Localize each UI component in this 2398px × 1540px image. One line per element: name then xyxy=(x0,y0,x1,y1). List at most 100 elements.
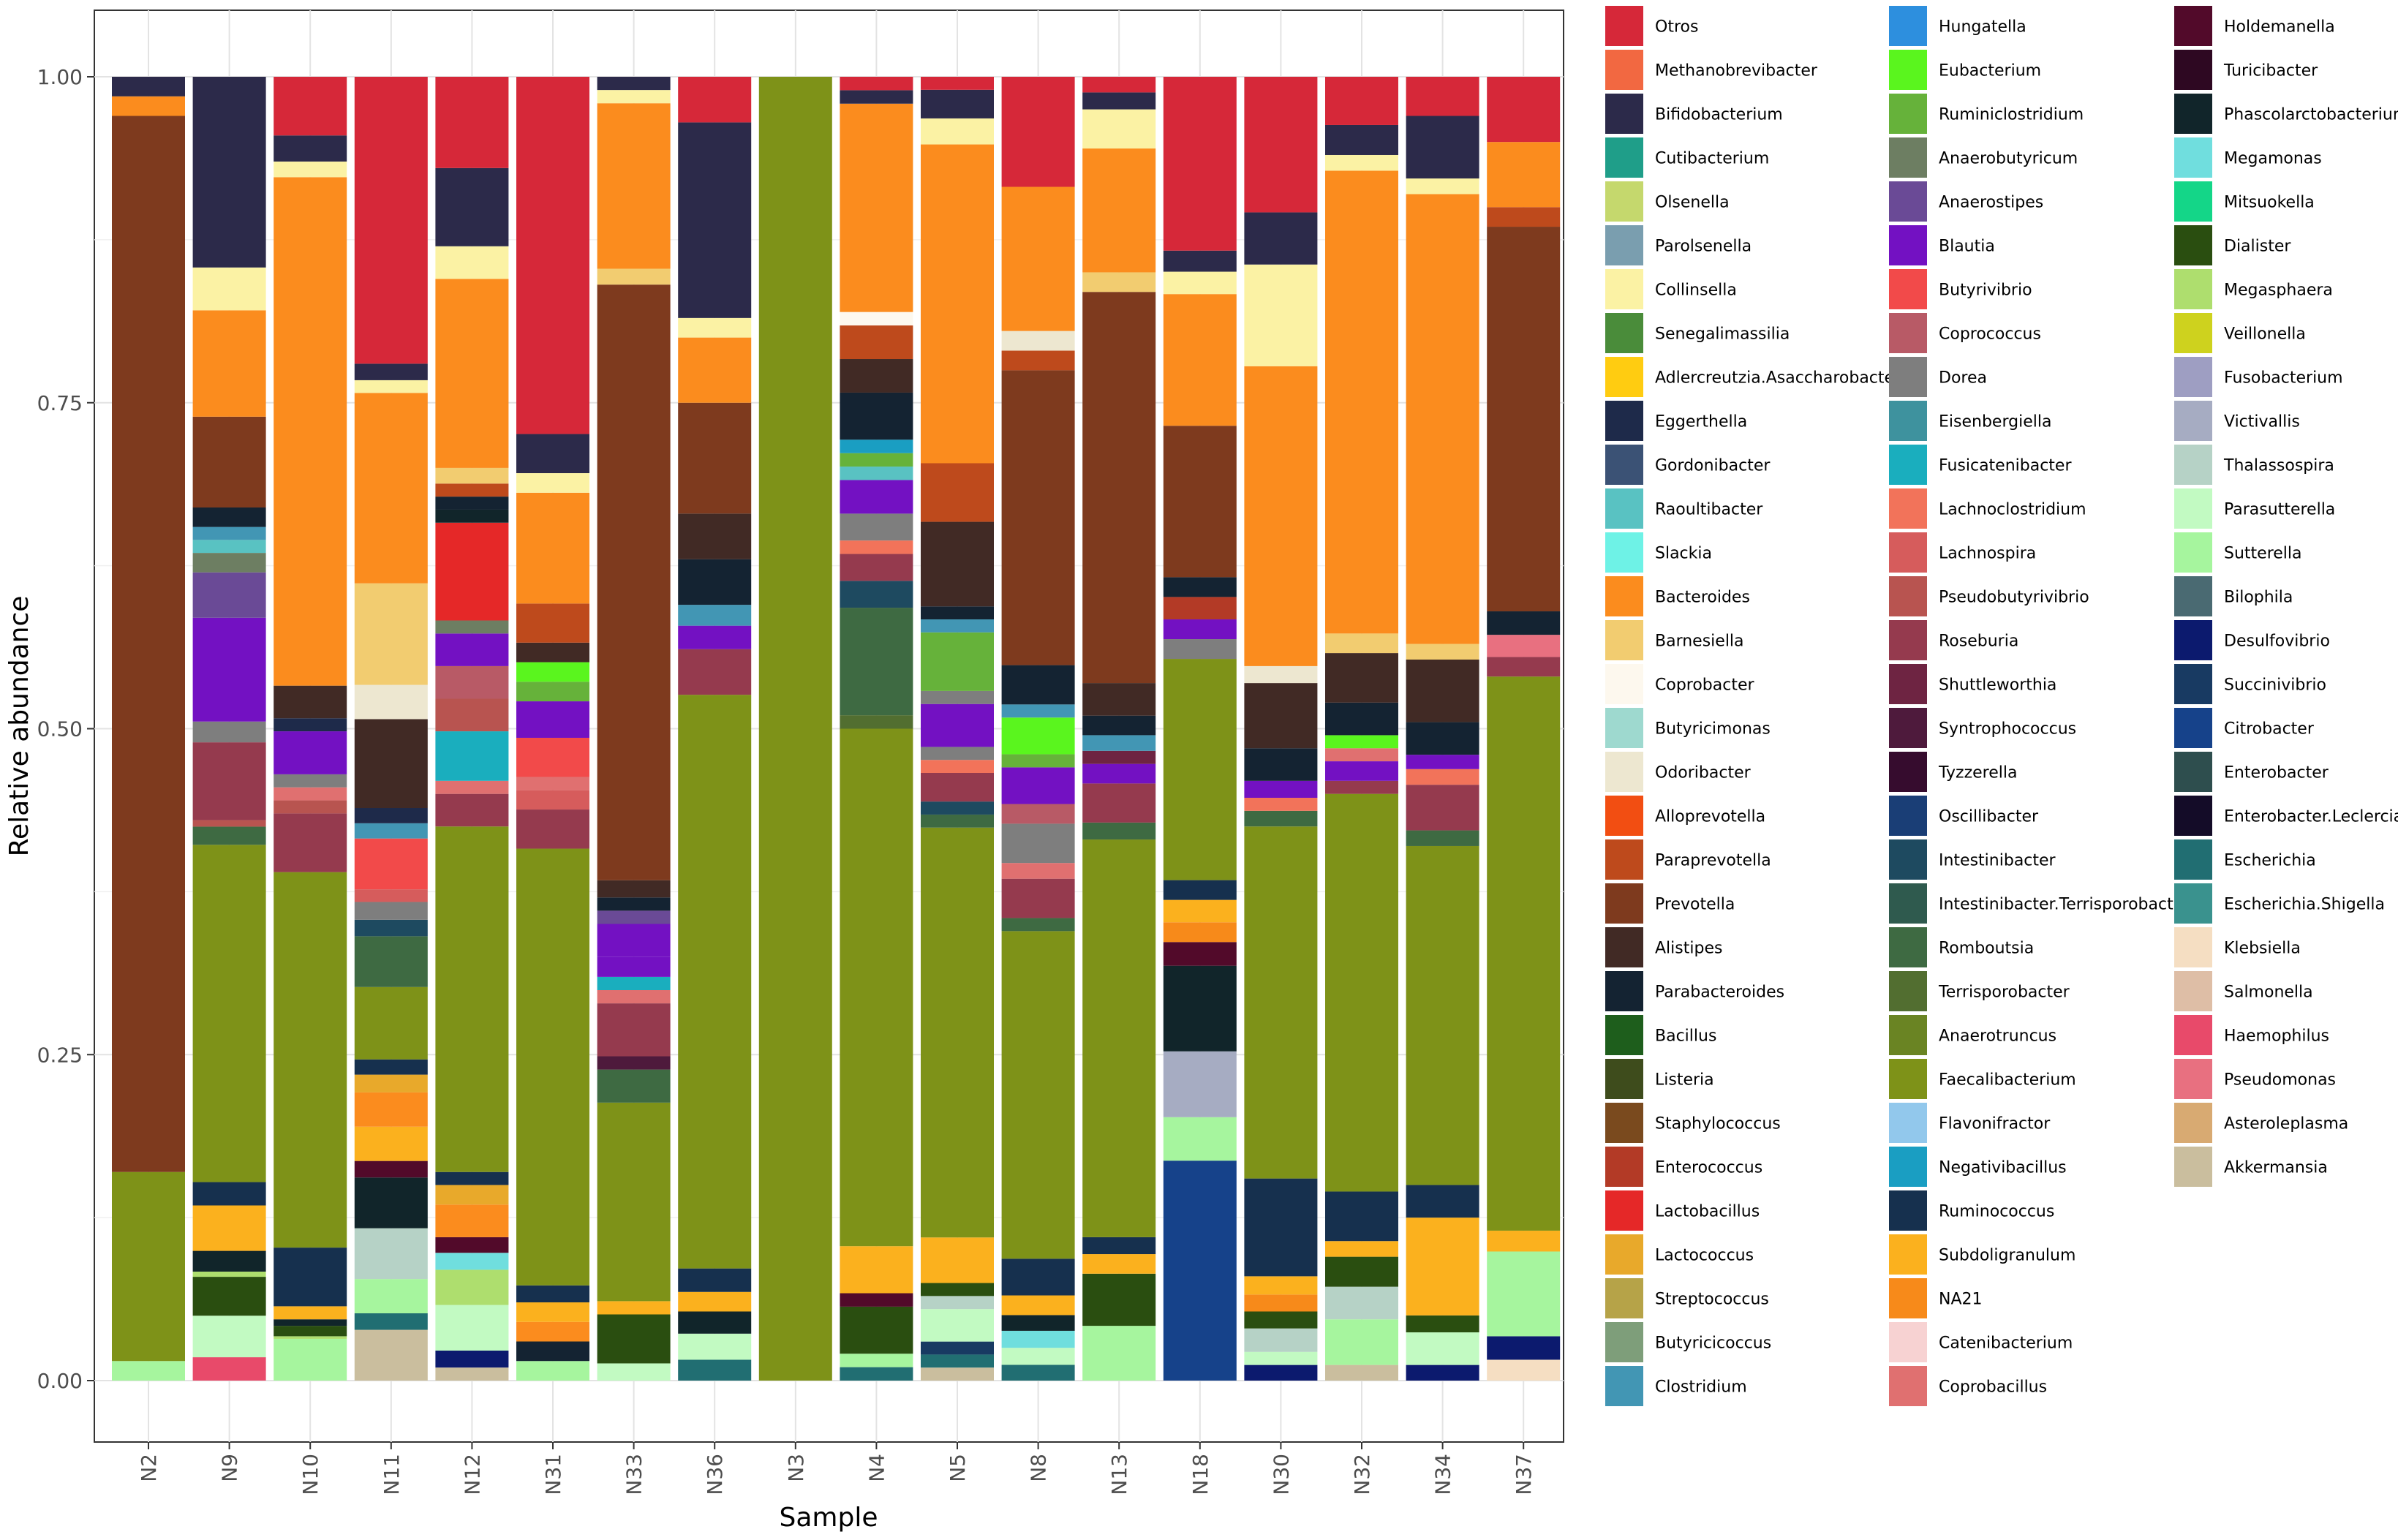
bar-segment-N30-3 xyxy=(1244,1311,1318,1329)
legend-key-49 xyxy=(1889,752,1927,792)
legend-item-53: Romboutsia xyxy=(1889,927,2034,967)
bar-segment-N30-1 xyxy=(1244,1351,1318,1365)
legend-key-64 xyxy=(2174,6,2212,46)
legend-label-70: Megasphaera xyxy=(2224,282,2333,300)
legend-key-42 xyxy=(1889,445,1927,485)
legend-item-14: Barnesiella xyxy=(1605,620,1744,660)
bar-segment-N11-7 xyxy=(354,1092,428,1127)
bar-segment-N34-7 xyxy=(1406,785,1479,831)
legend-key-35 xyxy=(1889,137,1927,178)
legend-key-65 xyxy=(2174,50,2212,90)
legend-key-85 xyxy=(2174,927,2212,967)
bar-segment-N9-20 xyxy=(192,267,266,311)
legend-label-90: Akkermansia xyxy=(2224,1159,2328,1177)
legend-key-76 xyxy=(2174,532,2212,573)
bar-segment-N34-14 xyxy=(1406,178,1479,195)
bar-segment-N32-0 xyxy=(1325,1365,1398,1381)
bar-segment-N12-22 xyxy=(435,279,509,468)
legend-label-48: Syntrophococcus xyxy=(1939,720,2076,739)
bar-segment-N32-4 xyxy=(1325,1241,1398,1257)
legend-label-40: Dorea xyxy=(1939,369,1987,388)
x-tick-label-N12: N12 xyxy=(460,1454,484,1495)
legend-label-36: Anaerostipes xyxy=(1939,194,2043,212)
bar-segment-N10-5 xyxy=(274,1248,347,1307)
bar-segment-N18-17 xyxy=(1163,77,1237,251)
bar-segment-N12-15 xyxy=(435,633,509,666)
legend-label-84: Escherichia.Shigella xyxy=(2224,896,2385,914)
legend-key-88 xyxy=(2174,1059,2212,1099)
bar-segment-N30-2 xyxy=(1244,1328,1318,1352)
legend-key-15 xyxy=(1605,664,1643,704)
bar-segment-N8-2 xyxy=(1001,1330,1075,1348)
legend-item-79: Succinivibrio xyxy=(2174,664,2326,704)
bar-segment-N34-15 xyxy=(1406,116,1479,179)
legend-label-86: Salmonella xyxy=(2224,984,2313,1002)
bar-segment-N12-3 xyxy=(435,1269,509,1305)
legend-label-42: Fusicatenibacter xyxy=(1939,457,2072,475)
legend-label-81: Enterobacter xyxy=(2224,764,2329,782)
legend-label-18: Alloprevotella xyxy=(1655,808,1765,826)
legend-key-19 xyxy=(1605,839,1643,880)
bar-segment-N33-7 xyxy=(597,990,671,1004)
legend-label-5: Parolsenella xyxy=(1655,238,1752,256)
bar-segment-N5-21 xyxy=(921,118,994,145)
legend-item-4: Olsenella xyxy=(1605,181,1730,222)
bar-segment-N4-7 xyxy=(840,608,913,716)
legend-key-58 xyxy=(1889,1147,1927,1187)
legend-item-25: Staphylococcus xyxy=(1605,1103,1781,1143)
bar-segment-N10-0 xyxy=(274,1338,347,1381)
legend-label-20: Prevotella xyxy=(1655,896,1735,914)
legend-item-2: Bifidobacterium xyxy=(1605,94,1783,134)
bar-segment-N10-15 xyxy=(274,161,347,178)
bar-segment-N5-6 xyxy=(921,1237,994,1283)
bar-segment-N8-0 xyxy=(1001,1365,1075,1381)
bar-segment-N30-11 xyxy=(1244,748,1318,781)
legend-item-83: Escherichia xyxy=(2174,839,2316,880)
legend-item-6: Collinsella xyxy=(1605,269,1737,309)
bar-segment-N12-8 xyxy=(435,1171,509,1185)
bar-segment-N32-11 xyxy=(1325,702,1398,736)
bar-segment-N31-9 xyxy=(516,737,589,777)
bar-segment-N31-16 xyxy=(516,473,589,493)
legend-item-63: Coprobacillus xyxy=(1889,1366,2047,1406)
bar-segment-N30-12 xyxy=(1244,683,1318,749)
bar-segment-N5-7 xyxy=(921,827,994,1238)
bar-segment-N36-4 xyxy=(678,1268,752,1292)
bar-stack-N37 xyxy=(1487,77,1561,1381)
legend-label-11: Raoultibacter xyxy=(1655,501,1763,519)
bar-stack-N13 xyxy=(1082,77,1156,1381)
legend-label-62: Catenibacterium xyxy=(1939,1335,2073,1353)
bar-segment-N31-2 xyxy=(516,1321,589,1342)
bar-segment-N11-0 xyxy=(354,1329,428,1381)
bar-segment-N4-12 xyxy=(840,480,913,514)
y-tick-label-3: 0.75 xyxy=(37,391,83,415)
x-tick-label-N4: N4 xyxy=(864,1454,889,1482)
legend-item-86: Salmonella xyxy=(2174,971,2313,1011)
legend-key-17 xyxy=(1605,752,1643,792)
bar-segment-N13-9 xyxy=(1082,735,1156,751)
legend-item-85: Klebsiella xyxy=(2174,927,2301,967)
legend-item-22: Parabacteroides xyxy=(1605,971,1784,1011)
bar-stack-N11 xyxy=(354,77,428,1381)
bar-segment-N30-10 xyxy=(1244,780,1318,798)
bar-segment-N5-4 xyxy=(921,1296,994,1310)
y-tick-label-1: 0.25 xyxy=(37,1043,83,1067)
bar-segment-N37-8 xyxy=(1487,227,1561,612)
bar-segment-N9-6 xyxy=(192,1182,266,1206)
bar-segment-N5-2 xyxy=(921,1341,994,1355)
bar-segment-N12-17 xyxy=(435,522,509,621)
legend-label-53: Romboutsia xyxy=(1939,940,2034,958)
legend-item-41: Eisenbergiella xyxy=(1889,401,2051,441)
legend-label-8: Adlercreutzia.Asaccharobacter xyxy=(1655,369,1901,388)
bar-segment-N32-13 xyxy=(1325,633,1398,654)
legend-label-4: Olsenella xyxy=(1655,194,1730,212)
legend-label-13: Bacteroides xyxy=(1655,589,1750,607)
bar-segment-N11-16 xyxy=(354,823,428,839)
legend-key-72 xyxy=(2174,357,2212,397)
legend-label-79: Succinivibrio xyxy=(2224,676,2326,695)
legend-item-43: Lachnoclostridium xyxy=(1889,488,2086,529)
bar-segment-N10-17 xyxy=(274,77,347,136)
bar-segment-N12-0 xyxy=(435,1367,509,1381)
bar-segment-N13-16 xyxy=(1082,92,1156,110)
